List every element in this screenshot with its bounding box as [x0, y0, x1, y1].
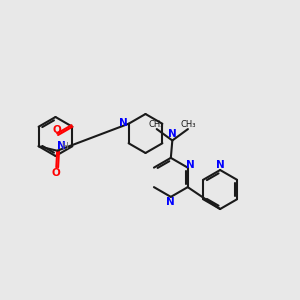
Text: O: O — [52, 125, 61, 135]
Text: N: N — [119, 118, 128, 128]
Text: N: N — [57, 141, 66, 151]
Text: CH₃: CH₃ — [180, 120, 196, 129]
Text: CH₃: CH₃ — [149, 120, 164, 129]
Text: N: N — [186, 160, 195, 170]
Text: N: N — [216, 160, 225, 170]
Text: N: N — [168, 129, 177, 139]
Text: O: O — [52, 168, 61, 178]
Text: N: N — [167, 197, 175, 207]
Text: H: H — [61, 142, 68, 151]
